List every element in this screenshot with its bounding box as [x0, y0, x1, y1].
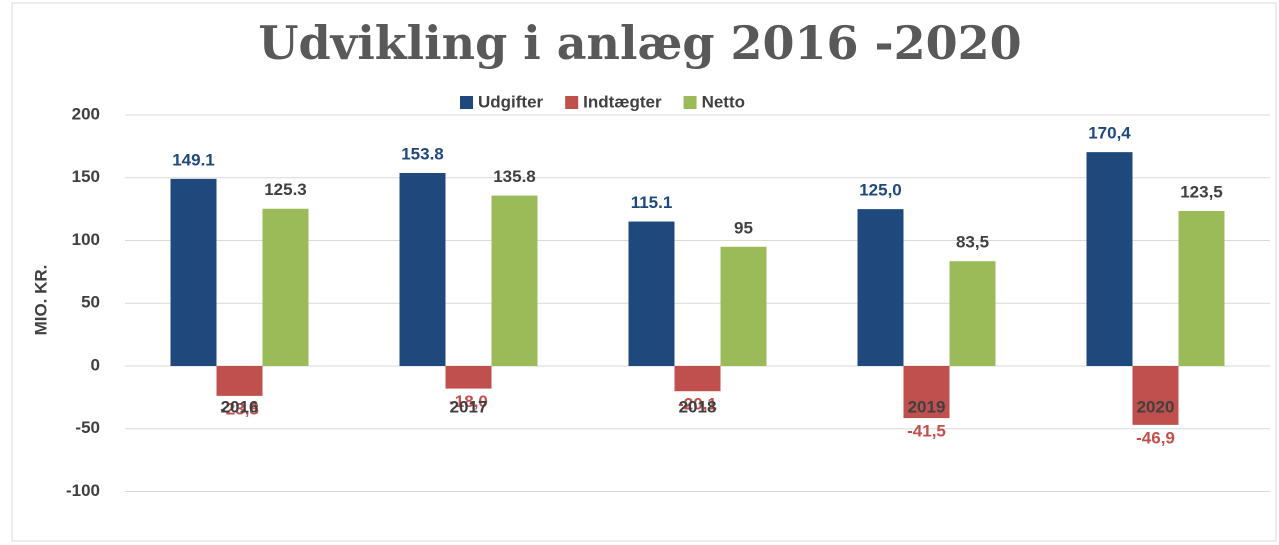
data-label: 95: [734, 218, 753, 237]
data-label: 149.1: [172, 150, 215, 169]
y-tick-label: 100: [72, 230, 100, 249]
bar: [949, 261, 996, 366]
data-label: 115.1: [631, 193, 673, 212]
data-label: -18,0: [449, 392, 488, 411]
data-label: 123,5: [1180, 182, 1223, 201]
y-tick-label: 200: [72, 104, 100, 123]
bar: [216, 366, 263, 396]
y-axis-label: MIO. KR.: [31, 265, 50, 336]
x-tick-label: 2017: [450, 397, 488, 416]
data-label: -20,1: [678, 395, 717, 414]
y-tick-label: 150: [72, 167, 100, 186]
data-label: -46,9: [1136, 428, 1175, 447]
data-label: 125.3: [264, 180, 307, 199]
y-tick-label: -100: [66, 481, 100, 500]
y-tick-label: -50: [75, 418, 100, 437]
bar: [674, 366, 721, 392]
bar: [1132, 366, 1179, 425]
bar: [903, 366, 950, 419]
chart-title: Udvikling i anlæg 2016 -2020: [258, 16, 1021, 70]
x-tick-label: 2018: [679, 397, 717, 416]
legend-swatch: [460, 96, 473, 109]
legend-swatch: [683, 96, 697, 109]
data-label: -41,5: [907, 422, 946, 441]
data-label: 170,4: [1088, 124, 1131, 143]
bar: [857, 209, 904, 366]
data-label: 153.8: [401, 144, 444, 163]
bar: [628, 221, 675, 366]
legend-label: Udgifter: [478, 92, 544, 111]
x-tick-label: 2016: [221, 397, 259, 416]
bar: [445, 366, 492, 389]
data-label: 135.8: [493, 167, 536, 186]
x-tick-label: 2019: [908, 397, 946, 416]
bar: [399, 172, 446, 366]
bar: [491, 195, 538, 366]
legend-label: Netto: [702, 92, 745, 111]
bar: [262, 208, 309, 366]
data-label: -23,8: [220, 399, 259, 418]
bar: [720, 246, 767, 366]
bar: [1086, 152, 1133, 366]
y-tick-label: 50: [81, 293, 100, 312]
legend-label: Indtægter: [583, 92, 662, 111]
y-tick-label: 0: [91, 355, 100, 374]
data-label: 83,5: [956, 233, 989, 252]
x-tick-label: 2020: [1137, 397, 1175, 416]
bar: [170, 178, 217, 366]
bar: [1178, 211, 1225, 366]
data-label: 125,0: [859, 181, 902, 200]
legend-swatch: [565, 96, 579, 109]
